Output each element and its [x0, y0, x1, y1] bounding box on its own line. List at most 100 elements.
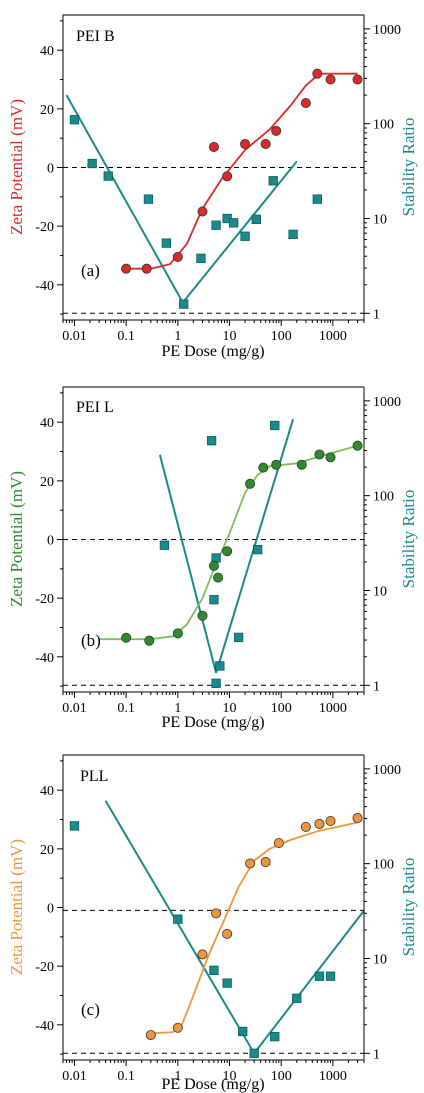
panel-b-zeta-point — [172, 628, 183, 639]
panel-a-zeta-point — [240, 139, 251, 150]
panel-c-zeta-point — [260, 857, 271, 868]
panel-a-ratio-point — [103, 171, 113, 181]
panel-a-zeta-point — [222, 171, 233, 182]
panel-b-ylabel-right: Stability Ratio — [399, 490, 418, 589]
panel-c-ylabel-right: Stability Ratio — [399, 858, 418, 957]
panel-a-ratio-fit-line — [65, 94, 184, 303]
panel-a-zeta-point — [260, 139, 271, 150]
panel-c-y-right-tick-label: 10 — [373, 952, 387, 967]
panel-c-zeta-point — [325, 815, 336, 826]
panel-a-zeta-point — [271, 125, 282, 136]
panel-c-ratio-fit-line — [104, 800, 256, 1054]
panel-b-marks: 0.01 0.1 1 10 100 1000 40 20 0 -20 -40 1 10 100 1000 — [35, 392, 401, 716]
panel-c-ratio-point — [209, 965, 219, 975]
panel-b-ratio-fit-line — [158, 454, 218, 674]
panel-a-zeta-point — [352, 74, 363, 85]
panel-c-ratio-point — [292, 993, 302, 1003]
panel-a-y-left-tick-label: 40 — [40, 44, 54, 59]
panel-c-zeta-point — [245, 858, 256, 869]
panel-b-y-left-tick-label: 20 — [40, 475, 54, 490]
panel-a-ratio-point — [312, 194, 322, 204]
panel-a-zeta-fit-line — [121, 72, 358, 270]
panel-b-zeta-point — [121, 632, 132, 643]
panel-b-zeta-point — [208, 560, 219, 571]
panel-a-y-right-tick-label: 10 — [373, 212, 387, 227]
panel-b-ratio-point — [211, 678, 221, 688]
panel-b-zeta-point — [144, 635, 155, 646]
panel-a-y-left-tick-label: -40 — [35, 279, 54, 294]
panel-c-y-right-tick-label: 1 — [373, 1047, 380, 1062]
panel-b-ratio-point — [206, 436, 217, 446]
panel-a-ratio-point — [211, 220, 221, 230]
panel-c-y-left-tick-label: 20 — [40, 843, 54, 858]
panel-b-zeta-point — [271, 459, 282, 470]
panel-c-zeta-point — [300, 821, 311, 832]
panel-a-y-right-tick-label: 1000 — [373, 23, 401, 38]
panel-b-ratio-point — [233, 632, 244, 643]
panel-b-zeta-point — [325, 452, 336, 463]
panel-b-zeta-point — [245, 478, 256, 489]
panel-a-x-tick-label: 0.01 — [62, 329, 87, 344]
panel-a-ratio-point — [268, 176, 278, 186]
panel-a-x-tick-label: 0.1 — [117, 329, 135, 344]
panel-b-zeta-point — [258, 462, 269, 473]
panel-b-ratio-point — [270, 420, 280, 431]
panel-a-ratio-point — [87, 158, 97, 169]
panel-a-y-right-tick-label: 1 — [373, 307, 380, 322]
panel-b-x-tick-label: 0.01 — [62, 701, 87, 716]
panel-b-y-left-tick-label: 0 — [47, 534, 54, 549]
panel-a-ratio-point — [251, 214, 261, 224]
panel-a-y-left-tick-label: 20 — [40, 103, 54, 118]
panel-c-ratio-point — [222, 978, 232, 988]
panel-c-marks: 0.01 0.1 1 10 100 1000 40 20 0 -20 -40 1 10 100 1000 — [35, 760, 401, 1084]
panel-c-zeta-point — [145, 1030, 156, 1041]
panel-c-xlabel: PE Dose (mg/g) — [161, 1076, 264, 1093]
panel-a-zeta-point — [325, 74, 336, 85]
panel-a-ratio-point — [69, 115, 80, 125]
panel-a-zeta-point — [197, 206, 208, 217]
panel-a-ratio-point — [143, 194, 154, 204]
panel-c-zeta-point — [352, 813, 363, 824]
panel-b-y-right-tick-label: 10 — [373, 584, 387, 599]
panel-c-zeta-fit-line — [146, 821, 358, 1035]
panel-a: 0.01 0.1 1 10 100 1000 40 20 0 -20 -40 1 10 100 1000 P… — [7, 14, 418, 360]
panel-b-label: (b) — [81, 631, 101, 650]
panel-a-ratio-point — [288, 229, 298, 240]
panel-a-ratio-point — [196, 253, 206, 263]
panel-a-x-tick-label: 100 — [271, 329, 292, 344]
panel-b-x-tick-label: 100 — [271, 701, 292, 716]
panel-c-ratio-point — [270, 1031, 280, 1042]
panel-c-zeta-point — [222, 928, 233, 939]
panel-a-ratio-fit-line — [182, 160, 298, 304]
panel-a-zeta-point — [208, 141, 219, 152]
panel-c-y-right-tick-label: 100 — [373, 858, 394, 873]
panel-c-ylabel-left: Zeta Potential (mV) — [7, 839, 26, 975]
panel-a-ratio-point — [240, 231, 250, 241]
panel-c-y-left-tick-label: -20 — [35, 960, 54, 975]
panel-c-y-right-tick-label: 1000 — [373, 763, 401, 778]
panel-c-ratio-point — [69, 821, 80, 831]
panel-a-y-left-tick-label: 0 — [47, 162, 54, 177]
panel-b-ratio-point — [252, 544, 263, 555]
panel-b-zeta-point — [296, 459, 307, 470]
panel-c-title: PLL — [80, 768, 108, 785]
panel-c: 0.01 0.1 1 10 100 1000 40 20 0 -20 -40 1 10 100 1000 P… — [7, 754, 418, 1093]
panel-a-label: (a) — [81, 261, 100, 280]
panel-c-zeta-point — [273, 837, 284, 848]
panel-b-title: PEI L — [76, 399, 114, 416]
panel-b-y-right-tick-label: 1 — [373, 679, 380, 694]
panel-b-ratio-point — [209, 595, 219, 605]
panel-c-zeta-point — [172, 1022, 183, 1033]
panel-b-zeta-point — [222, 546, 233, 557]
panel-c-y-left-tick-label: 40 — [40, 784, 54, 799]
panel-c-x-tick-label: 1000 — [319, 1069, 347, 1084]
panel-c-ratio-point — [238, 1026, 248, 1037]
panel-a-x-tick-label: 1 — [174, 329, 181, 344]
panel-a-frame — [62, 14, 365, 321]
panel-a-marks: 0.01 0.1 1 10 100 1000 40 20 0 -20 -40 1 10 100 1000 — [35, 20, 401, 344]
panel-b-y-right-tick-label: 100 — [373, 490, 394, 505]
panel-c-x-tick-label: 10 — [223, 1069, 237, 1084]
panel-a-y-right-tick-label: 100 — [373, 118, 394, 133]
panel-a-y-left-tick-label: -20 — [35, 220, 54, 235]
